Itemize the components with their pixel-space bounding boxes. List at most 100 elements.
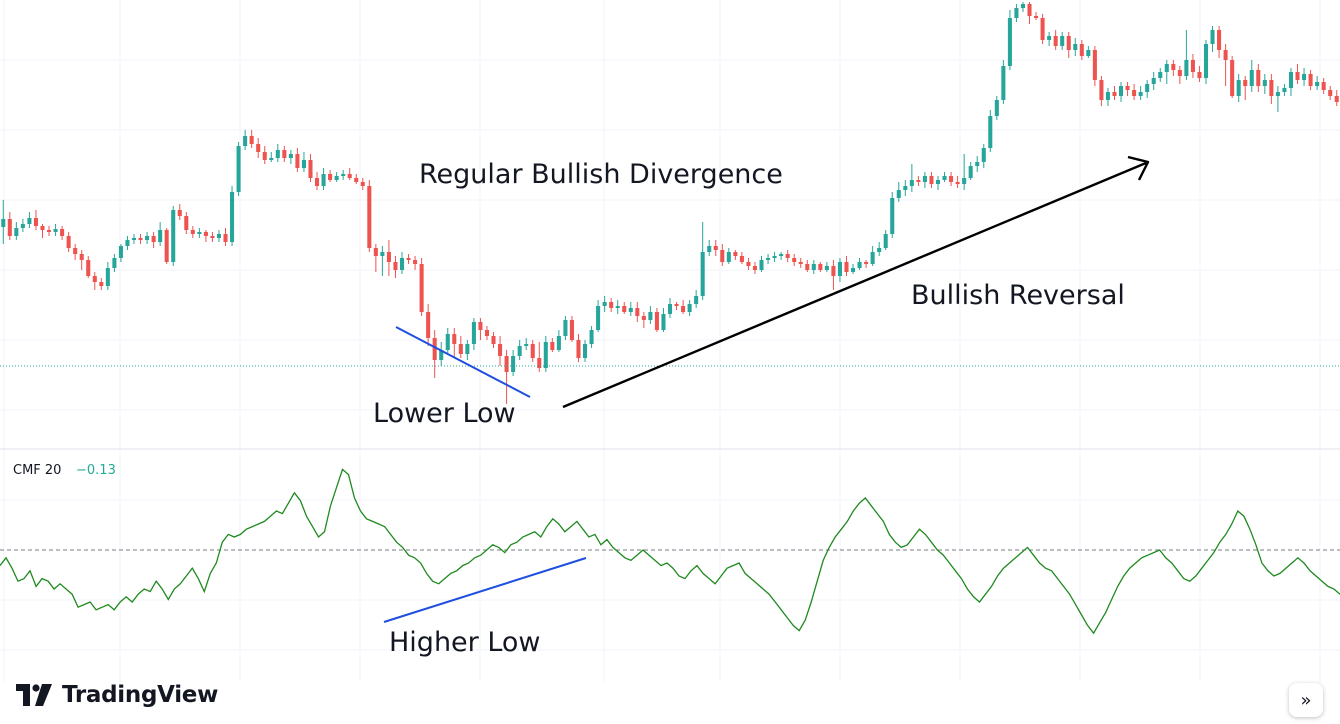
candle-body [125,240,130,246]
double-chevron-right-icon: » [1300,689,1312,711]
candle-body [60,229,65,236]
higher-low-label: Higher Low [389,627,541,658]
indicator-name[interactable]: CMF 20 [13,463,61,478]
candle-body [831,266,836,276]
scroll-to-realtime-button[interactable]: » [1289,683,1323,717]
candle-body [805,264,810,270]
candle-body [1053,36,1058,46]
candle-body [112,258,117,268]
candle-body [190,230,195,234]
candle-body [962,178,967,184]
candle-body [994,100,999,116]
higher-low-trendline [383,557,587,623]
candle-body [1230,60,1235,96]
candle-body [739,256,744,262]
candle-body [922,176,927,182]
candle-body [1203,44,1209,78]
candle-body [746,262,751,266]
candle-body [1105,92,1110,100]
candle-body [576,340,581,358]
candle-body [249,136,254,144]
brand-name: TradingView [62,682,219,708]
candle-body [975,162,980,166]
candle-body [439,350,444,360]
candle-body [406,258,411,260]
candle-body [1040,18,1045,40]
candle-body [1171,64,1176,70]
candle-body [1027,4,1032,16]
candle-body [609,302,614,308]
candle-body [530,344,535,358]
divergence-title: Regular Bullish Divergence [419,159,783,190]
candle-body [1236,80,1241,96]
candle-body [158,230,163,242]
candle-body [785,254,790,258]
candle-body [850,268,856,272]
candle-body [543,342,548,368]
candle-body [1256,70,1261,86]
candle-body [131,238,137,240]
candle-body [661,314,666,330]
candle-body [105,268,110,286]
candle-body [1223,50,1228,60]
candle-body [1288,72,1294,88]
candle-body [1014,8,1019,18]
candle-body [798,262,803,264]
candle-body [1269,80,1274,96]
candle-body [1145,84,1150,92]
candle-body [909,180,914,186]
candle-body [720,250,725,262]
candle-body [426,312,431,338]
candle-body [929,176,934,184]
candle-body [635,308,640,316]
candle-body [184,216,189,230]
tradingview-brand[interactable]: TradingView [16,682,218,708]
candle-body [772,256,777,258]
candle-body [550,342,555,350]
candle-body [380,252,385,256]
candle-body [837,262,842,276]
candle-body [262,152,267,160]
candle-body [491,336,496,344]
candle-body [713,246,718,250]
candle-body [288,154,293,158]
candle-body [766,258,771,260]
bullish-reversal-label: Bullish Reversal [911,280,1125,311]
candle-body [243,136,248,146]
candle-body [1007,18,1012,66]
candle-body [694,296,699,304]
candle-body [419,264,424,312]
candle-body [1047,36,1052,40]
candle-body [230,192,235,242]
candle-body [203,232,208,236]
candle-body [1210,30,1215,44]
candle-body [33,218,38,226]
candle-body [654,312,659,330]
candle-body [707,246,712,252]
lower-low-label: Lower Low [373,398,516,429]
candle-body [615,306,620,308]
candle-body [7,219,12,236]
candle-body [1249,70,1254,86]
candle-body [641,316,646,320]
candle-body [1138,92,1143,96]
candle-body [1164,64,1169,72]
candle-body [1328,90,1333,96]
candle-body [589,330,594,344]
candle-body [981,148,986,162]
candle-body [1034,16,1039,18]
candle-body [367,186,372,248]
candle-body [628,308,633,312]
candle-body [949,176,954,182]
candle-body [1125,86,1130,90]
candle-body [236,146,241,192]
candle-body [86,260,91,276]
candle-body [399,258,405,270]
candle-body [674,304,679,306]
candle-body [942,176,947,180]
candle-body [1308,74,1313,86]
candle-body [752,266,758,270]
candle-body [334,176,339,180]
candle-body [1086,50,1091,56]
